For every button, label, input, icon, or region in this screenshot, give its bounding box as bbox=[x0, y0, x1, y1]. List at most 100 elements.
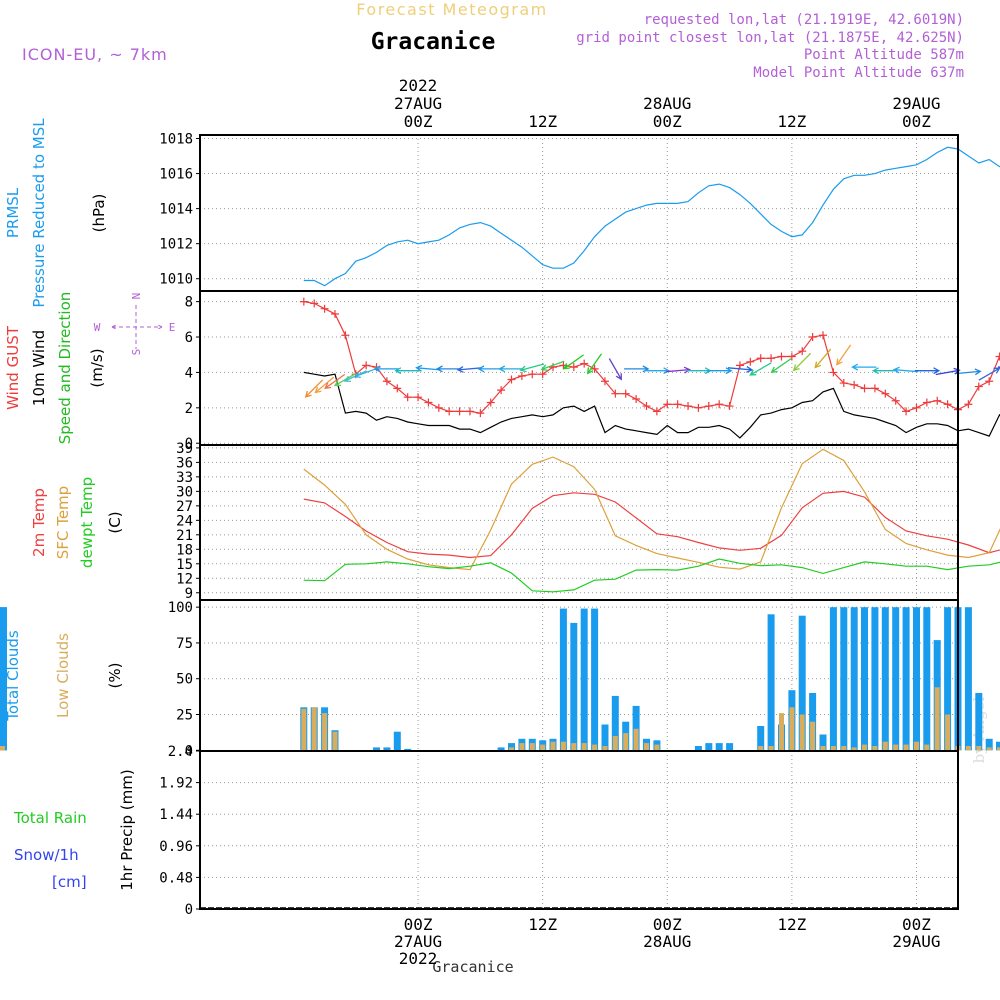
gust-point bbox=[403, 393, 412, 402]
requested-coords: requested lon,lat (21.1919E, 42.6019N) bbox=[644, 12, 964, 28]
series-line-dewpt-temp bbox=[303, 558, 1000, 593]
bar-total-clouds bbox=[580, 608, 588, 751]
footer-location: Gracanice bbox=[432, 958, 513, 976]
y-tick-label: 25 bbox=[176, 708, 193, 724]
bar-low-clouds bbox=[529, 743, 535, 751]
gust-point bbox=[704, 402, 713, 411]
bar-low-clouds bbox=[851, 747, 857, 751]
bar-low-clouds bbox=[654, 744, 660, 751]
y-tick-label: 39 bbox=[176, 441, 193, 457]
panel-frame bbox=[199, 750, 959, 910]
panel-precip: 0 0.48 0.96 1.44 1.92 2.4 1hr Precip (mm) Total… bbox=[13, 744, 959, 918]
series-line-10m-wind bbox=[303, 371, 1000, 439]
bar-low-clouds bbox=[322, 713, 328, 751]
gust-point bbox=[465, 407, 474, 416]
top-time-label: 00Z bbox=[902, 112, 931, 131]
series-line-wind-gust bbox=[303, 301, 1000, 414]
bar-low-clouds bbox=[633, 728, 639, 751]
gust-point bbox=[424, 398, 433, 407]
compass: N W E S bbox=[94, 293, 176, 356]
wind-arrow bbox=[562, 354, 584, 370]
wind-arrow bbox=[665, 366, 691, 374]
bar-total-clouds bbox=[850, 607, 858, 751]
gust-point bbox=[382, 377, 391, 386]
panel-pressure: 1010 1012 1014 1016 1018 PRMSL Pressure Reduce… bbox=[4, 118, 1000, 308]
bar-low-clouds bbox=[301, 708, 307, 751]
wind-arrow bbox=[686, 367, 712, 375]
y-tick-label: 2 bbox=[185, 401, 193, 417]
wind-arrow bbox=[373, 365, 399, 373]
bar-total-clouds bbox=[632, 705, 640, 751]
gust-point bbox=[632, 394, 641, 403]
bar-low-clouds bbox=[581, 743, 587, 751]
gust-point bbox=[756, 354, 765, 363]
wind-arrow bbox=[892, 366, 919, 374]
gust-point bbox=[974, 382, 983, 391]
location-title: Gracanice bbox=[371, 29, 496, 55]
wind-arrow bbox=[770, 357, 792, 373]
bar-total-clouds bbox=[913, 607, 920, 751]
top-time-label: 00Z bbox=[653, 112, 682, 131]
bar-low-clouds bbox=[882, 741, 888, 751]
y-tick-label: 0 bbox=[185, 436, 193, 452]
bar-low-clouds bbox=[509, 747, 514, 751]
gust-point bbox=[746, 357, 755, 366]
bar-low-clouds bbox=[862, 744, 867, 751]
bar-total-clouds bbox=[757, 726, 765, 751]
wind-arrow bbox=[914, 367, 941, 375]
bar-low-clouds bbox=[571, 743, 577, 751]
bar-total-clouds bbox=[373, 747, 380, 751]
gust-point bbox=[299, 297, 308, 306]
y-tick-label: 27 bbox=[176, 499, 193, 515]
bar-low-clouds bbox=[965, 746, 971, 751]
subtitle: Forecast Meteogram bbox=[356, 0, 547, 19]
gust-point bbox=[341, 331, 350, 340]
gust-point bbox=[684, 402, 693, 411]
y-tick-label: 18 bbox=[176, 542, 193, 558]
bar-total-clouds bbox=[767, 614, 775, 751]
bar-total-clouds bbox=[902, 607, 910, 751]
bar-total-clouds bbox=[591, 608, 599, 751]
bar-low-clouds bbox=[810, 721, 816, 751]
y-tick-label: 2.4 bbox=[168, 744, 193, 760]
y-tick-label: 100 bbox=[168, 600, 193, 616]
bar-total-clouds bbox=[861, 607, 868, 751]
gust-point bbox=[673, 400, 682, 409]
bar-low-clouds bbox=[914, 741, 919, 751]
wind-arrow bbox=[586, 353, 603, 375]
y-tick-label: 24 bbox=[176, 513, 193, 529]
top-time-label: 12Z bbox=[528, 112, 557, 131]
precip-legend-label: Snow/1h bbox=[14, 846, 79, 864]
wind-arrow bbox=[851, 363, 877, 371]
wind-arrow bbox=[727, 366, 754, 373]
gust-point bbox=[808, 333, 817, 342]
bar-low-clouds bbox=[997, 747, 1000, 751]
wind-arrow bbox=[644, 367, 671, 375]
compass-e: E bbox=[169, 321, 176, 334]
bar-low-clouds bbox=[602, 746, 608, 751]
bar-low-clouds bbox=[550, 741, 556, 751]
bottom-time-label: 12Z bbox=[528, 915, 557, 934]
wind-arrow bbox=[415, 364, 441, 372]
bar-total-clouds bbox=[715, 743, 723, 751]
bar-total-clouds bbox=[819, 734, 827, 751]
gust-point bbox=[819, 331, 828, 340]
bar-total-clouds bbox=[892, 607, 900, 751]
bar-low-clouds bbox=[976, 746, 982, 751]
gust-point bbox=[486, 398, 495, 407]
gust-point bbox=[590, 364, 599, 373]
precip-legend-label: Total Rain bbox=[13, 809, 87, 827]
gust-point bbox=[642, 402, 651, 411]
wind-arrow bbox=[749, 362, 772, 376]
bar-total-clouds bbox=[705, 743, 713, 751]
bottom-time-label: 2022 bbox=[399, 949, 438, 968]
gust-point bbox=[549, 363, 558, 372]
bar-total-clouds bbox=[996, 741, 1000, 751]
y-tick-label: 9 bbox=[185, 586, 193, 602]
gust-point bbox=[725, 402, 734, 411]
gust-point bbox=[777, 352, 786, 361]
bar-total-clouds bbox=[840, 607, 848, 751]
bottom-time-label: 00Z bbox=[653, 915, 682, 934]
bar-low-clouds bbox=[623, 733, 629, 751]
wind-arrow bbox=[435, 365, 462, 373]
